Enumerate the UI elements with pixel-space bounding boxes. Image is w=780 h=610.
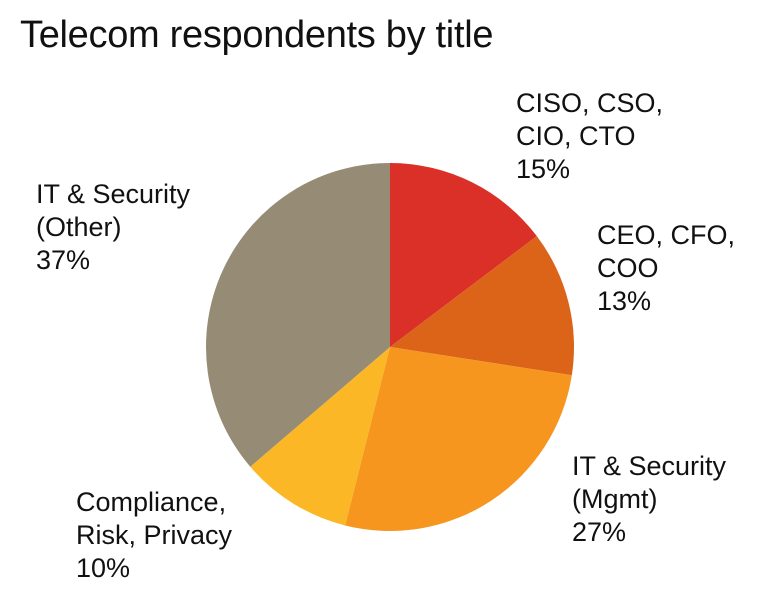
slice-percent: 10% (76, 553, 130, 583)
slice-label-line: IT & Security (572, 451, 727, 481)
pie-labels: CISO, CSO, CIO, CTO 15% CEO, CFO, COO 13% IT &… (36, 88, 735, 583)
chart-title: Telecom respondents by title (20, 14, 494, 56)
slice-percent: 27% (572, 517, 626, 547)
slice-label-line: CISO, CSO, (516, 88, 663, 118)
slice-label-ciso-cso-cio-cto: CISO, CSO, CIO, CTO 15% (516, 88, 663, 184)
pie-slice-it-security-other (205, 163, 390, 467)
pie-slice-ceo-cfo-coo (390, 236, 574, 376)
slice-label-line: CIO, CTO (516, 121, 636, 151)
slice-label-line: Compliance, (76, 487, 226, 517)
slice-label-it-security-other: IT & Security (Other) 37% (36, 179, 191, 275)
slice-label-it-security-mgmt: IT & Security (Mgmt) 27% (572, 451, 727, 547)
slice-label-line: (Other) (36, 212, 122, 242)
slice-label-line: Risk, Privacy (76, 520, 233, 550)
pie-slices (205, 163, 574, 531)
slice-label-line: COO (597, 253, 659, 283)
pie-slice-ciso-cso-cio-cto (390, 163, 537, 347)
slice-label-ceo-cfo-coo: CEO, CFO, COO 13% (597, 220, 735, 316)
slice-label-line: (Mgmt) (572, 484, 657, 514)
slice-percent: 15% (516, 154, 570, 184)
pie-slice-it-security-mgmt (345, 347, 572, 531)
pie-slice-compliance-risk-privacy (250, 347, 390, 526)
slice-label-line: CEO, CFO, (597, 220, 735, 250)
slice-percent: 37% (36, 245, 90, 275)
slice-label-compliance-risk-privacy: Compliance, Risk, Privacy 10% (76, 487, 233, 583)
slice-percent: 13% (597, 286, 651, 316)
slice-label-line: IT & Security (36, 179, 191, 209)
